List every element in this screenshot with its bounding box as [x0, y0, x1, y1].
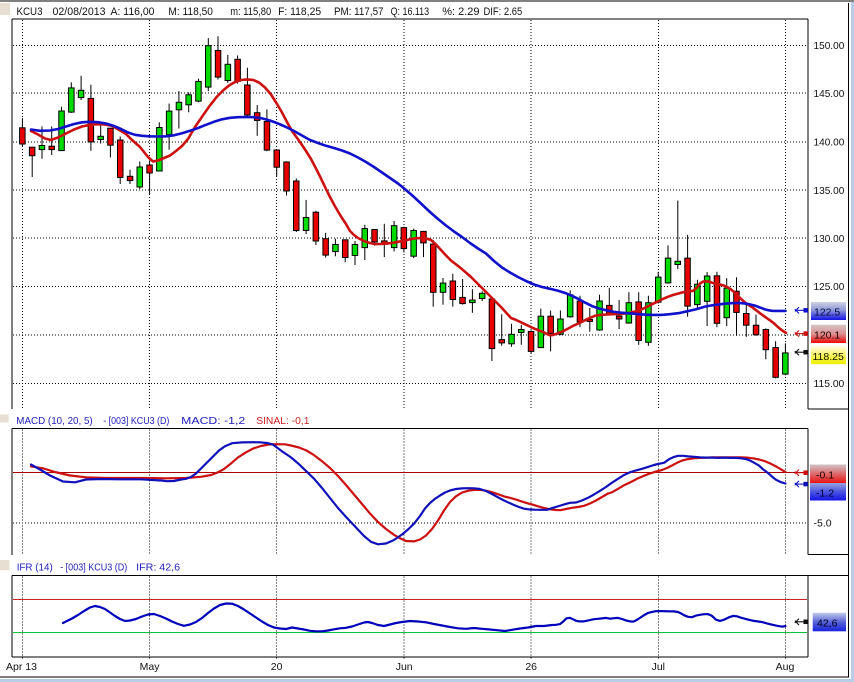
svg-text:IFR (14): IFR (14)	[17, 562, 53, 574]
svg-text:125.00: 125.00	[814, 281, 845, 293]
svg-text:Q: 16.113: Q: 16.113	[391, 6, 430, 18]
svg-text:Aug: Aug	[776, 661, 795, 673]
svg-text:26: 26	[525, 661, 537, 673]
svg-text:MACD: -1,2: MACD: -1,2	[181, 415, 245, 427]
svg-text:Jul: Jul	[652, 661, 665, 673]
svg-text:PM: 117,57: PM: 117,57	[334, 6, 384, 18]
svg-text:Jun: Jun	[396, 661, 413, 673]
svg-text:20: 20	[271, 661, 283, 673]
svg-text:A: 116,00: A: 116,00	[111, 6, 155, 18]
svg-text:May: May	[140, 661, 161, 673]
svg-text:130.00: 130.00	[814, 233, 845, 245]
svg-text:- [003] KCU3 (D): - [003] KCU3 (D)	[60, 562, 127, 574]
svg-text:IFR: 42,6: IFR: 42,6	[136, 562, 180, 574]
svg-text:SINAL: -0,1: SINAL: -0,1	[256, 415, 309, 427]
svg-text:F: 118,25: F: 118,25	[278, 6, 321, 18]
svg-text:-5.0: -5.0	[814, 518, 832, 530]
svg-text:118.25: 118.25	[813, 351, 844, 363]
svg-text:150.00: 150.00	[814, 40, 845, 52]
svg-text:-0.1: -0.1	[816, 469, 834, 481]
svg-text:-1.2: -1.2	[816, 488, 834, 500]
svg-text:Apr 13: Apr 13	[6, 661, 37, 673]
svg-text:140.00: 140.00	[814, 137, 845, 149]
svg-text:42,6: 42,6	[817, 618, 838, 630]
svg-text:122.5: 122.5	[814, 307, 840, 319]
svg-text:145.00: 145.00	[814, 88, 845, 100]
svg-text:MACD (10, 20, 5): MACD (10, 20, 5)	[16, 415, 92, 427]
svg-text:KCU3: KCU3	[17, 6, 43, 18]
svg-text:- [003] KCU3 (D): - [003] KCU3 (D)	[103, 415, 169, 427]
svg-text:%: 2.29: %: 2.29	[442, 6, 479, 18]
svg-text:m: 115,80: m: 115,80	[230, 6, 271, 18]
svg-text:DIF: 2.65: DIF: 2.65	[484, 6, 523, 18]
svg-text:135.00: 135.00	[814, 185, 845, 197]
svg-text:120.1: 120.1	[814, 330, 840, 342]
svg-text:M: 118,50: M: 118,50	[168, 6, 213, 18]
svg-text:02/08/2013: 02/08/2013	[53, 6, 106, 18]
svg-text:115.00: 115.00	[814, 378, 845, 390]
